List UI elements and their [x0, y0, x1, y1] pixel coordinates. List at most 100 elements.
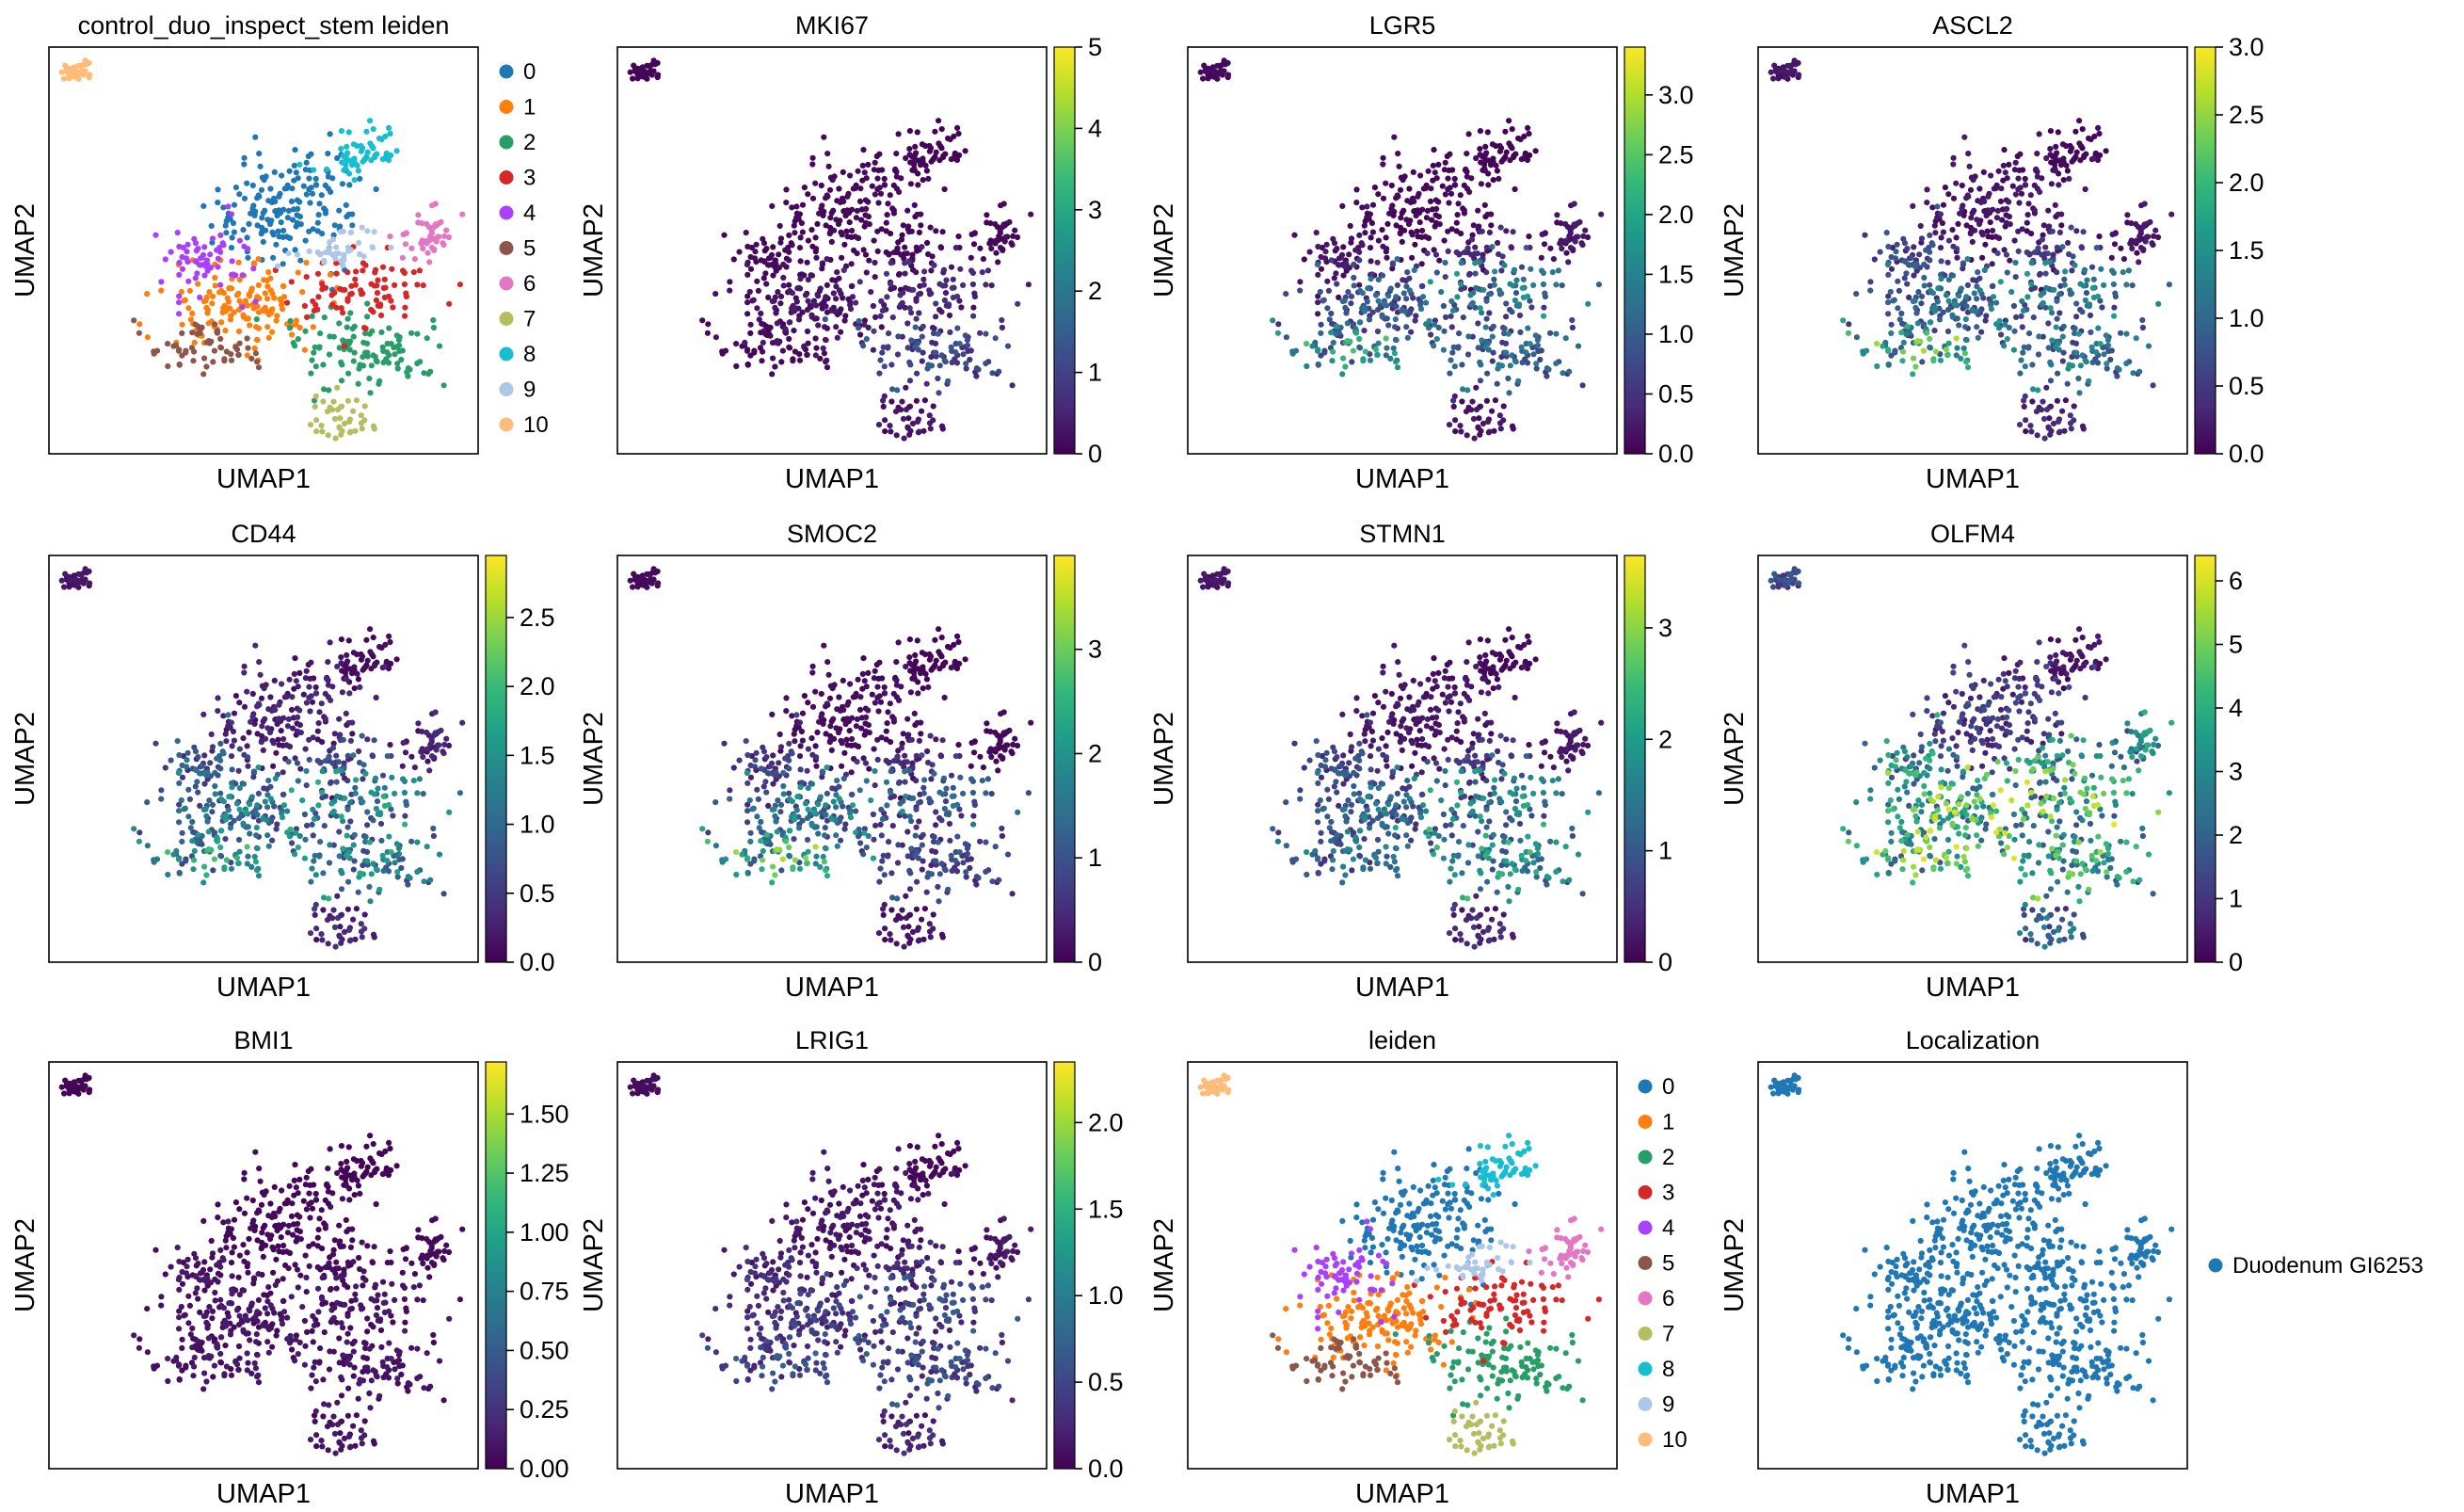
cell-point: [352, 276, 359, 282]
cell-point: [2151, 233, 2157, 239]
cell-point: [1206, 68, 1212, 74]
cell-point: [946, 312, 953, 319]
cell-point: [1448, 357, 1454, 363]
cell-point: [250, 260, 257, 266]
cell-point: [876, 151, 883, 157]
cell-point: [1479, 337, 1485, 344]
cell-point: [440, 750, 447, 757]
cell-point: [927, 934, 934, 941]
cell-point: [372, 775, 379, 781]
cell-point: [2055, 129, 2061, 136]
cell-point: [1441, 237, 1448, 244]
cell-point: [907, 362, 914, 368]
cell-point: [1911, 244, 1917, 250]
cell-point: [2059, 358, 2066, 364]
legend-marker: [499, 417, 514, 432]
cell-point: [350, 866, 357, 873]
cell-point: [863, 205, 870, 212]
cell-point: [388, 298, 394, 304]
cell-point: [325, 173, 331, 180]
cell-point: [1384, 246, 1390, 252]
cell-point: [1964, 281, 1971, 288]
cell-point: [297, 765, 304, 772]
cell-point: [960, 860, 967, 866]
cell-point: [2103, 332, 2109, 339]
cell-point: [445, 742, 453, 749]
cell-point: [939, 934, 946, 941]
cell-point: [754, 278, 760, 284]
cell-point: [217, 249, 224, 255]
cell-point: [906, 378, 914, 384]
cell-point: [1935, 285, 1942, 292]
cell-point: [352, 784, 359, 791]
cell-point: [223, 348, 230, 355]
cell-point: [330, 740, 337, 747]
cell-point: [776, 251, 782, 258]
cell-point: [804, 351, 810, 358]
cell-point: [996, 877, 1002, 883]
panel-mki67-colorbar-tick-label: 4: [1088, 114, 1102, 142]
cell-point: [777, 293, 785, 299]
cell-point: [2089, 284, 2096, 291]
cell-point: [414, 839, 421, 845]
cell-point: [336, 320, 343, 327]
cell-point: [1962, 324, 1969, 330]
cell-point: [1990, 227, 1996, 234]
legend-label: 5: [523, 236, 536, 262]
cell-point: [863, 175, 870, 182]
cell-point: [880, 397, 887, 404]
cell-point: [370, 126, 376, 133]
cell-point: [957, 265, 964, 272]
cell-point: [1488, 222, 1495, 229]
cell-point: [421, 878, 427, 885]
cell-point: [778, 359, 785, 365]
cell-point: [1974, 217, 1980, 223]
cell-point: [1419, 227, 1426, 234]
cell-point: [1915, 289, 1922, 296]
cell-point: [1379, 272, 1386, 279]
cell-point: [176, 751, 183, 759]
cell-point: [290, 217, 296, 223]
cell-point: [189, 310, 196, 317]
cell-point: [1970, 175, 1976, 182]
cell-point: [712, 291, 719, 298]
cell-point: [295, 336, 301, 343]
cell-point: [392, 351, 398, 358]
cell-point: [371, 229, 377, 235]
cell-point: [1291, 232, 1298, 238]
cell-point: [1356, 257, 1363, 264]
cell-point: [2154, 233, 2162, 241]
cell-point: [309, 699, 316, 705]
cell-point: [1527, 341, 1533, 347]
cell-point: [913, 806, 920, 812]
cell-point: [874, 694, 881, 701]
cell-point: [894, 860, 902, 866]
cell-point: [742, 339, 748, 346]
cell-point: [1964, 364, 1972, 371]
cell-point: [136, 838, 142, 844]
cell-point: [2054, 150, 2060, 156]
cell-point: [1455, 201, 1462, 207]
cell-point: [360, 862, 366, 869]
cell-point: [996, 368, 1002, 375]
cell-point: [183, 858, 189, 864]
cell-point: [816, 210, 823, 217]
cell-point: [345, 926, 353, 934]
cell-point: [253, 832, 260, 839]
cell-point: [744, 751, 751, 759]
cell-point: [309, 190, 316, 197]
panel-lgr5-colorbar-tick-label: 0.5: [1658, 379, 1694, 408]
cell-point: [999, 316, 1005, 324]
cell-point: [292, 755, 298, 762]
cell-point: [954, 633, 961, 640]
cell-point: [964, 337, 970, 344]
cell-point: [360, 267, 366, 274]
cell-point: [2066, 175, 2072, 182]
cell-point: [278, 728, 284, 734]
cell-point: [209, 809, 216, 815]
cell-point: [1501, 262, 1508, 268]
cell-point: [1201, 62, 1208, 69]
cell-point: [865, 722, 872, 729]
cell-point: [2027, 423, 2034, 429]
cell-point: [1566, 368, 1573, 375]
